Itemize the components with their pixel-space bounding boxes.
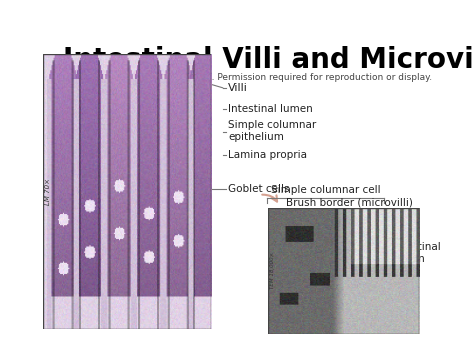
Text: LM 70×: LM 70× [45, 178, 51, 205]
FancyArrowPatch shape [262, 195, 277, 201]
Text: TEM 18,000×: TEM 18,000× [270, 252, 275, 290]
Text: Intestinal
lumen: Intestinal lumen [392, 242, 440, 264]
Text: Copyright 2022 © McGraw Hill LLC. Permission required for reproduction or displa: Copyright 2022 © McGraw Hill LLC. Permis… [54, 73, 432, 82]
Text: Brush border (microvilli): Brush border (microvilli) [286, 198, 413, 208]
Text: (b) Microvilli: (b) Microvilli [291, 311, 360, 321]
Text: (a) Intestinal villi: (a) Intestinal villi [112, 306, 205, 316]
Text: Lamina propria: Lamina propria [228, 149, 307, 160]
Text: Goblet cells: Goblet cells [228, 184, 290, 194]
Text: Villi: Villi [228, 83, 248, 93]
Text: Intestinal lumen: Intestinal lumen [228, 104, 313, 114]
Text: Intestinal Villi and Microvilli: Intestinal Villi and Microvilli [63, 46, 474, 74]
Text: Simple columnar cell: Simple columnar cell [271, 185, 381, 195]
Text: Simple columnar
epithelium: Simple columnar epithelium [228, 120, 317, 142]
